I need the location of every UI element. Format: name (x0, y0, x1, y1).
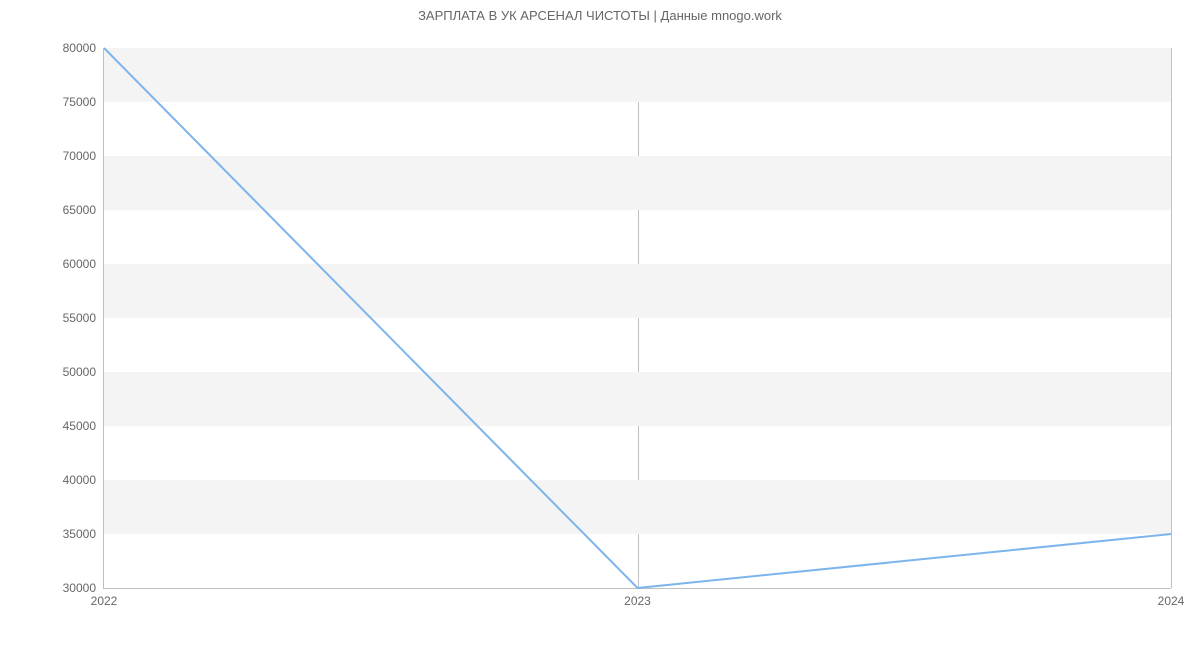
x-tick-label: 2024 (1158, 594, 1185, 608)
y-tick-label: 70000 (63, 149, 96, 163)
y-tick-label: 35000 (63, 527, 96, 541)
y-tick-label: 50000 (63, 365, 96, 379)
plot-area: 3000035000400004500050000550006000065000… (103, 48, 1171, 589)
y-tick-label: 75000 (63, 95, 96, 109)
y-tick-label: 30000 (63, 581, 96, 595)
y-tick-label: 60000 (63, 257, 96, 271)
y-tick-label: 55000 (63, 311, 96, 325)
y-tick-label: 65000 (63, 203, 96, 217)
y-tick-label: 80000 (63, 41, 96, 55)
chart-title: ЗАРПЛАТА В УК АРСЕНАЛ ЧИСТОТЫ | Данные m… (0, 8, 1200, 23)
x-tick-label: 2022 (91, 594, 118, 608)
x-tick-label: 2023 (624, 594, 651, 608)
y-tick-label: 40000 (63, 473, 96, 487)
x-gridline (1171, 48, 1172, 588)
y-tick-label: 45000 (63, 419, 96, 433)
line-layer (104, 48, 1171, 588)
series-line-salary (104, 48, 1171, 588)
